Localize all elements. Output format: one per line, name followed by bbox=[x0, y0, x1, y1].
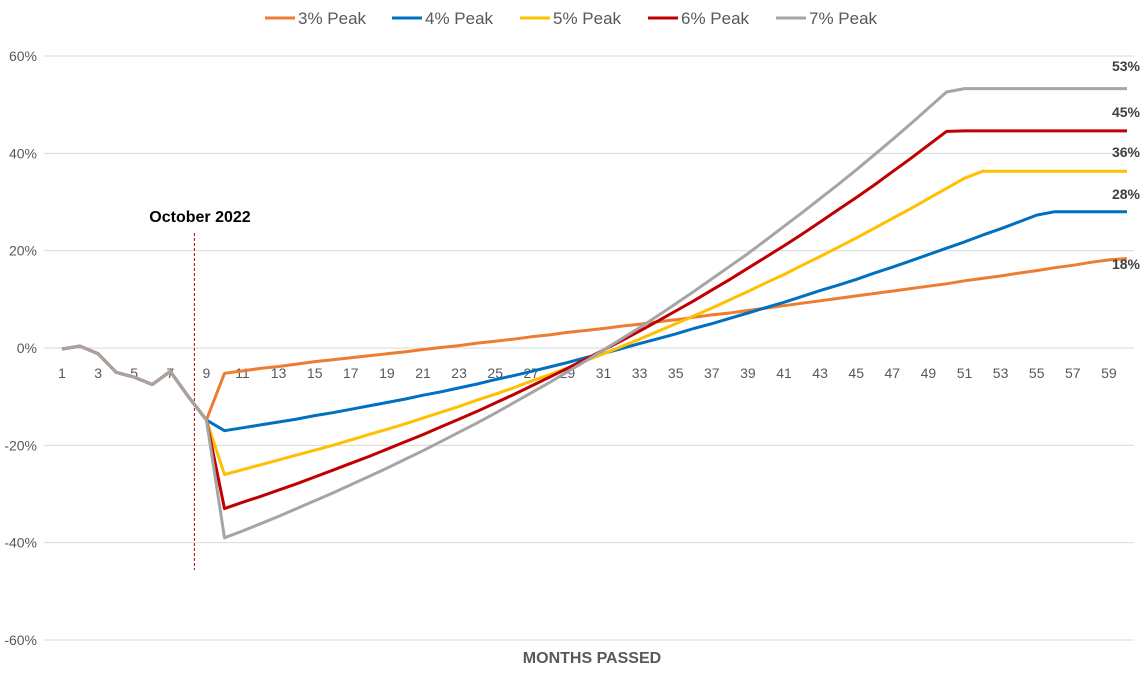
series-line-7-peak bbox=[61, 87, 1127, 540]
x-tick-label: 15 bbox=[307, 365, 323, 381]
end-label: 36% bbox=[1112, 144, 1141, 160]
y-tick-label: -20% bbox=[4, 437, 37, 453]
x-tick-label: 57 bbox=[1065, 365, 1081, 381]
x-tick-label: 39 bbox=[740, 365, 756, 381]
x-tick-label: 19 bbox=[379, 365, 395, 381]
x-axis-title: MONTHS PASSED bbox=[523, 650, 661, 667]
legend-label: 5% Peak bbox=[553, 9, 622, 28]
y-tick-label: 0% bbox=[17, 340, 37, 356]
legend-label: 6% Peak bbox=[681, 9, 750, 28]
y-tick-label: 20% bbox=[9, 243, 37, 259]
y-axis-tick-labels: -60% -40% -20% 0% 20% 40% 60% bbox=[4, 48, 37, 648]
y-tick-label: -60% bbox=[4, 632, 37, 648]
x-tick-label: 47 bbox=[885, 365, 901, 381]
x-tick-label: 21 bbox=[415, 365, 431, 381]
x-tick-label: 43 bbox=[812, 365, 828, 381]
series-end-labels: 18% 28% 36% 45% 53% bbox=[1112, 58, 1141, 272]
x-tick-label: 37 bbox=[704, 365, 720, 381]
y-tick-label: 40% bbox=[9, 145, 37, 161]
series-lines bbox=[61, 87, 1128, 540]
annotation-label: October 2022 bbox=[149, 209, 250, 226]
x-tick-label: 35 bbox=[668, 365, 684, 381]
legend-label: 3% Peak bbox=[298, 9, 367, 28]
x-tick-label: 3 bbox=[94, 365, 102, 381]
y-tick-label: -40% bbox=[4, 535, 37, 551]
x-tick-label: 9 bbox=[203, 365, 211, 381]
x-axis-tick-labels: 1 3 5 7 9 11 13 15 17 19 21 23 25 27 29 31 33 35 37 39 41 43 4… bbox=[58, 365, 1117, 381]
end-label: 18% bbox=[1112, 256, 1141, 272]
y-tick-label: 60% bbox=[9, 48, 37, 64]
x-tick-label: 23 bbox=[451, 365, 467, 381]
x-tick-label: 17 bbox=[343, 365, 359, 381]
end-label: 45% bbox=[1112, 104, 1141, 120]
x-tick-label: 31 bbox=[596, 365, 612, 381]
legend-label: 7% Peak bbox=[809, 9, 878, 28]
x-tick-label: 49 bbox=[921, 365, 937, 381]
series-line-6-peak bbox=[61, 129, 1127, 511]
x-tick-label: 5 bbox=[130, 365, 138, 381]
series-line-3-peak bbox=[61, 257, 1128, 422]
x-tick-label: 1 bbox=[58, 365, 66, 381]
x-tick-label: 51 bbox=[957, 365, 973, 381]
x-tick-label: 25 bbox=[487, 365, 503, 381]
end-label: 53% bbox=[1112, 58, 1141, 74]
x-tick-label: 33 bbox=[632, 365, 648, 381]
legend: 3% Peak 4% Peak 5% Peak 6% Peak 7% Peak bbox=[265, 9, 878, 28]
x-tick-label: 55 bbox=[1029, 365, 1045, 381]
x-tick-label: 53 bbox=[993, 365, 1009, 381]
x-tick-label: 45 bbox=[848, 365, 864, 381]
legend-label: 4% Peak bbox=[425, 9, 494, 28]
x-tick-label: 41 bbox=[776, 365, 792, 381]
gridlines bbox=[44, 55, 1134, 641]
x-tick-label: 59 bbox=[1101, 365, 1117, 381]
x-tick-label: 13 bbox=[271, 365, 287, 381]
end-label: 28% bbox=[1112, 186, 1141, 202]
series-line-4-peak bbox=[61, 210, 1127, 433]
